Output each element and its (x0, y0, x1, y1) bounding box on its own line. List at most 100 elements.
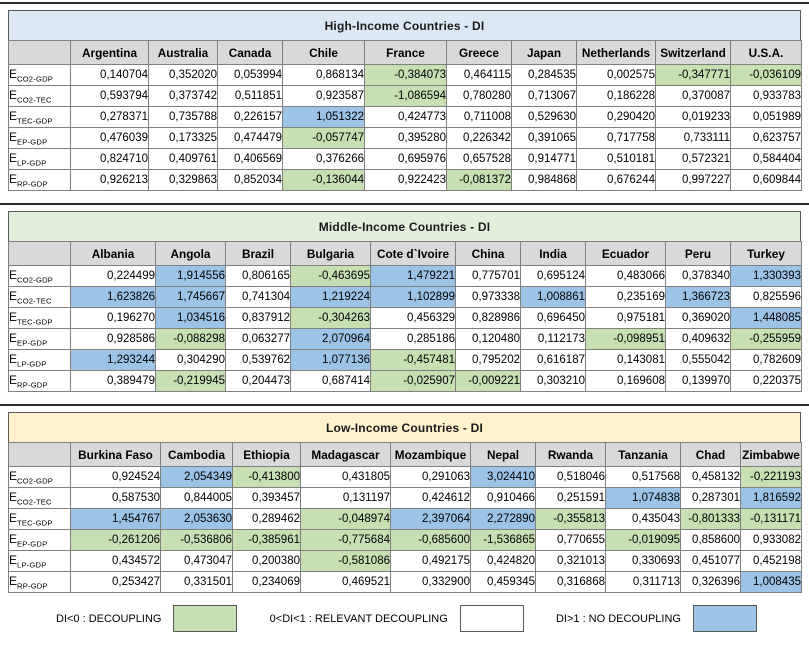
legend-item-no-decoupling: DI>1 : NO DECOUPLING (556, 605, 757, 632)
di-value-cell: 1,074838 (605, 487, 681, 509)
elasticity-subscript: LP-GDP (17, 158, 47, 168)
di-value-cell: 0,828986 (455, 307, 521, 329)
elasticity-subscript: RP-GDP (17, 179, 48, 189)
di-value-cell: 0,858600 (680, 529, 741, 551)
di-value-cell: -0,136044 (282, 169, 365, 191)
elasticity-subscript: CO2-TEC (17, 296, 52, 306)
legend-label-no-decoupling: DI>1 : NO DECOUPLING (555, 612, 681, 625)
di-value-cell: 0,002575 (576, 64, 656, 86)
country-header-row: Argentina Australia Canada Chile France Greec… (8, 40, 802, 65)
elasticity-symbol: E (9, 108, 18, 123)
legend: DI<0 : DECOUPLING 0<DI<1 : RELEVANT DECO… (8, 605, 801, 632)
di-value-cell: 0,657528 (446, 148, 512, 170)
indicator-row-lp-gdp: ELP-GDP 1,293244 0,304290 0,539762 1,077136-… (8, 349, 802, 371)
indicator-row-co2-tec: ECO2-TEC 1,623826 1,745667 0,741304 1,219224… (8, 286, 802, 308)
di-value-cell: 0,326396 (680, 571, 741, 593)
di-value-cell: 1,366723 (665, 286, 731, 308)
elasticity-symbol: E (9, 309, 18, 324)
corner-cell (8, 40, 71, 65)
country-header: Nepal (470, 442, 536, 467)
country-header: Canada (217, 40, 283, 65)
country-header: Argentina (70, 40, 149, 65)
di-value-cell: 2,053630 (160, 508, 233, 530)
low-income-di-table: Burkina Faso Cambodia Ethiopia Madagascar Mo… (8, 442, 802, 593)
di-value-cell: -0,775684 (300, 529, 391, 551)
legend-swatch-blue (692, 605, 757, 632)
country-header: Mozambique (390, 442, 471, 467)
table-title-low-income: Low-Income Countries - DI (8, 412, 801, 443)
di-value-cell: 0,616187 (520, 349, 586, 371)
di-value-cell: 0,406569 (217, 148, 283, 170)
elasticity-symbol: E (9, 267, 18, 282)
di-value-cell: 0,770655 (535, 529, 606, 551)
di-value-cell: 0,676244 (576, 169, 656, 191)
di-value-cell: 0,226157 (217, 106, 283, 128)
section-divider (0, 404, 809, 406)
indicator-row-rp-gdp: ERP-GDP 0,389479 -0,219945 0,204473 0,687414… (8, 370, 802, 392)
di-value-cell: 0,529630 (511, 106, 577, 128)
di-value-cell: 0,424612 (390, 487, 471, 509)
di-value-cell: -1,536865 (470, 529, 536, 551)
di-value-cell: 0,253427 (70, 571, 161, 593)
row-label-lp-gdp: ELP-GDP (8, 148, 71, 170)
di-value-cell: 1,051322 (282, 106, 365, 128)
country-header: Chad (680, 442, 741, 467)
di-value-cell: 0,696450 (520, 307, 586, 329)
elasticity-subscript: RP-GDP (17, 581, 48, 591)
indicator-row-tec-gdp: ETEC-GDP 0,278371 0,735788 0,226157 1,051322… (8, 106, 802, 128)
table-title-middle-income: Middle-Income Countries - DI (8, 211, 801, 242)
di-value-cell: -0,384073 (364, 64, 447, 86)
di-value-cell: -0,009221 (455, 370, 521, 392)
elasticity-subscript: TEC-GDP (17, 518, 53, 528)
di-value-cell: 0,456329 (370, 307, 456, 329)
indicator-row-co2-tec: ECO2-TEC 0,587530 0,844005 0,393457 0,131197… (8, 487, 802, 509)
indicator-row-ep-gdp: EEP-GDP -0,261206 -0,536806 -0,385961 -0,775… (8, 529, 802, 551)
di-value-cell: -0,098951 (585, 328, 666, 350)
di-value-cell: 1,102899 (370, 286, 456, 308)
di-value-cell: -0,131171 (740, 508, 802, 530)
di-value-cell: 0,469521 (300, 571, 391, 593)
di-value-cell: 0,844005 (160, 487, 233, 509)
di-value-cell: 0,120480 (455, 328, 521, 350)
di-value-cell: 0,376266 (282, 148, 365, 170)
country-header-row: Albania Angola Brazil Bulgaria Cote d`Ivoire… (8, 241, 802, 266)
indicator-row-co2-tec: ECO2-TEC 0,593794 0,373742 0,511851 0,923587… (8, 85, 802, 107)
di-value-cell: -0,019095 (605, 529, 681, 551)
di-value-cell: 1,008861 (520, 286, 586, 308)
indicator-row-co2-gdp: ECO2-GDP 0,224499 1,914556 0,806165 -0,46369… (8, 265, 802, 287)
di-value-cell: 0,868134 (282, 64, 365, 86)
di-value-cell: 0,352020 (148, 64, 218, 86)
di-value-cell: 0,378340 (665, 265, 731, 287)
di-value-cell: 0,984868 (511, 169, 577, 191)
di-value-cell: 0,795202 (455, 349, 521, 371)
country-header: Ecuador (585, 241, 666, 266)
country-header: Madagascar (300, 442, 391, 467)
di-value-cell: 0,518046 (535, 466, 606, 488)
country-header-row: Burkina Faso Cambodia Ethiopia Madagascar Mo… (8, 442, 802, 467)
row-label-co2-tec: ECO2-TEC (8, 85, 71, 107)
country-header: France (364, 40, 447, 65)
di-value-cell: 1,293244 (70, 349, 156, 371)
di-value-cell: 0,431805 (300, 466, 391, 488)
di-value-cell: -0,355813 (535, 508, 606, 530)
indicator-row-rp-gdp: ERP-GDP 0,926213 0,329863 0,852034 -0,136044… (8, 169, 802, 191)
row-label-co2-gdp: ECO2-GDP (8, 265, 71, 287)
di-value-cell: -0,048974 (300, 508, 391, 530)
country-header: Burkina Faso (70, 442, 161, 467)
di-value-cell: 2,054349 (160, 466, 233, 488)
row-label-ep-gdp: EEP-GDP (8, 328, 71, 350)
di-value-cell: 1,008435 (740, 571, 802, 593)
row-label-rp-gdp: ERP-GDP (8, 370, 71, 392)
elasticity-subscript: LP-GDP (17, 560, 47, 570)
di-value-cell: -0,057747 (282, 127, 365, 149)
country-header: Netherlands (576, 40, 656, 65)
di-value-cell: 0,329863 (148, 169, 218, 191)
di-value-cell: 0,587530 (70, 487, 161, 509)
row-label-co2-tec: ECO2-TEC (8, 487, 71, 509)
di-value-cell: 0,928586 (70, 328, 156, 350)
elasticity-symbol: E (9, 87, 18, 102)
di-value-cell: 0,235169 (585, 286, 666, 308)
country-header: Japan (511, 40, 577, 65)
di-value-cell: 0,316868 (535, 571, 606, 593)
elasticity-symbol: E (9, 372, 18, 387)
